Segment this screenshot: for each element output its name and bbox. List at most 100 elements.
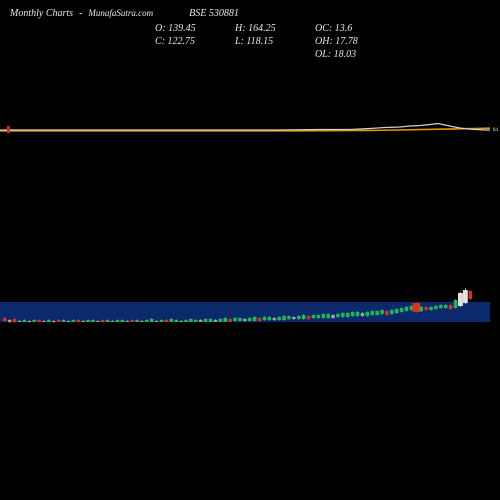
candle bbox=[243, 319, 247, 321]
candle bbox=[346, 313, 350, 317]
candle bbox=[263, 317, 267, 320]
candle bbox=[400, 308, 404, 312]
candle bbox=[199, 320, 203, 322]
stat-low-value: 118.15 bbox=[246, 36, 273, 47]
candle bbox=[390, 310, 394, 314]
candle bbox=[214, 320, 218, 322]
candle bbox=[179, 321, 183, 322]
candle bbox=[424, 307, 428, 310]
candle bbox=[439, 305, 443, 308]
candle bbox=[32, 320, 36, 322]
candle bbox=[126, 321, 130, 322]
candle bbox=[434, 306, 438, 309]
ticker-label: BSE 530881 bbox=[189, 8, 239, 19]
candle bbox=[155, 321, 159, 322]
candle bbox=[444, 305, 448, 308]
candle bbox=[23, 320, 27, 322]
candle bbox=[219, 319, 223, 322]
stat-oc-value: 13.6 bbox=[335, 23, 353, 34]
chart-header: Monthly Charts - MunafaSutra.com BSE 530… bbox=[10, 8, 490, 19]
candle bbox=[307, 316, 311, 319]
stat-oh-value: 17.78 bbox=[335, 36, 358, 47]
candle bbox=[77, 320, 81, 322]
candle bbox=[429, 307, 433, 310]
candle bbox=[253, 317, 257, 321]
candle bbox=[224, 318, 228, 322]
candle bbox=[170, 319, 174, 322]
stat-ol-value: 18.03 bbox=[334, 49, 357, 60]
candle bbox=[47, 320, 51, 322]
candle bbox=[322, 314, 326, 318]
candle bbox=[380, 310, 384, 314]
ohlc-stats: O: 139.45 H: 164.25 OC: 13.6 C: 122.75 L… bbox=[155, 22, 395, 61]
candle bbox=[356, 312, 360, 316]
candle bbox=[282, 316, 286, 320]
candle bbox=[277, 317, 281, 320]
candle bbox=[375, 311, 379, 315]
candle bbox=[130, 320, 134, 322]
candle bbox=[297, 316, 301, 319]
stat-open: O: 139.45 bbox=[155, 22, 235, 35]
candle bbox=[165, 320, 169, 322]
candle bbox=[145, 320, 149, 322]
candle bbox=[420, 307, 424, 311]
candle bbox=[96, 321, 100, 322]
candle bbox=[72, 320, 76, 322]
candle bbox=[454, 300, 458, 308]
stat-open-value: 139.45 bbox=[168, 23, 196, 34]
stat-ol: OL: 18.03 bbox=[315, 48, 395, 61]
candle bbox=[331, 315, 335, 318]
candle bbox=[81, 321, 85, 322]
candle bbox=[91, 320, 95, 322]
stat-empty1 bbox=[155, 48, 235, 61]
candle bbox=[469, 291, 473, 299]
candle bbox=[395, 309, 399, 313]
candle bbox=[258, 318, 262, 321]
candle bbox=[341, 313, 345, 317]
candle bbox=[233, 318, 237, 321]
candle bbox=[326, 314, 330, 318]
candle bbox=[160, 320, 164, 322]
candle bbox=[238, 318, 242, 321]
stat-low: L: 118.15 bbox=[235, 35, 315, 48]
candle bbox=[312, 315, 316, 318]
candle bbox=[371, 311, 375, 315]
candlestick-panel bbox=[0, 285, 490, 330]
candle bbox=[336, 314, 340, 317]
candle bbox=[449, 305, 453, 309]
stat-oc: OC: 13.6 bbox=[315, 22, 395, 35]
candle bbox=[111, 321, 115, 322]
candle bbox=[86, 320, 90, 322]
candle bbox=[116, 320, 120, 322]
stat-close: C: 122.75 bbox=[155, 35, 235, 48]
candle bbox=[302, 315, 306, 319]
stat-high-value: 164.25 bbox=[248, 23, 276, 34]
candle bbox=[140, 321, 144, 322]
candle bbox=[121, 320, 125, 322]
candle bbox=[287, 316, 291, 319]
candle bbox=[52, 321, 56, 322]
candle bbox=[351, 312, 355, 316]
stat-high: H: 164.25 bbox=[235, 22, 315, 35]
candle bbox=[42, 321, 46, 322]
candle bbox=[106, 320, 110, 322]
candle bbox=[385, 311, 389, 315]
chart-title: Monthly Charts bbox=[10, 8, 73, 19]
candle bbox=[209, 319, 213, 322]
candle bbox=[413, 303, 421, 312]
line-chart-panel bbox=[0, 115, 490, 135]
stat-oh: OH: 17.78 bbox=[315, 35, 395, 48]
candle bbox=[204, 319, 208, 322]
site-name: MunafaSutra.com bbox=[88, 8, 153, 19]
candle bbox=[361, 313, 365, 316]
candle bbox=[248, 318, 252, 321]
candle bbox=[28, 321, 32, 322]
candle bbox=[292, 317, 296, 319]
candle bbox=[194, 320, 198, 322]
candle bbox=[3, 318, 7, 321]
stat-empty2 bbox=[235, 48, 315, 61]
candle bbox=[366, 312, 370, 316]
candle bbox=[268, 317, 272, 320]
candle bbox=[175, 320, 179, 322]
candle bbox=[273, 318, 277, 320]
